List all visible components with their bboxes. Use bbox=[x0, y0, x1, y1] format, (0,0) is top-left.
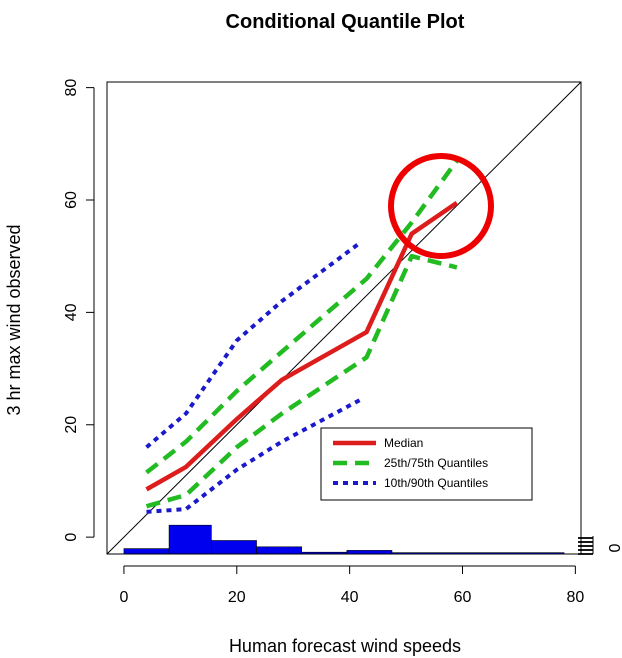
y-axis-label: 3 hr max wind observed bbox=[4, 224, 24, 415]
series-line bbox=[145, 240, 363, 449]
y-tick-label: 0 bbox=[63, 533, 80, 542]
series-line bbox=[145, 253, 458, 509]
x-tick-label: 20 bbox=[228, 589, 246, 606]
highlight-circle bbox=[388, 153, 494, 259]
right-axis-tick-label: 0 bbox=[607, 543, 622, 552]
x-tick-label: 40 bbox=[341, 589, 359, 606]
series-line bbox=[145, 200, 459, 492]
axes-group: 0 20 40 60 80 0 20 40 60 80 0 bbox=[63, 79, 622, 606]
x-tick-label: 60 bbox=[454, 589, 472, 606]
legend-label: Median bbox=[384, 436, 423, 450]
histogram-bar bbox=[346, 550, 393, 555]
legend: Median 25th/75th Quantiles 10th/90th Quant… bbox=[320, 427, 533, 501]
histogram bbox=[123, 524, 565, 555]
histogram-bar bbox=[211, 540, 257, 555]
x-axis-label: Human forecast wind speeds bbox=[229, 636, 461, 656]
y-tick-label: 40 bbox=[63, 303, 80, 321]
y-tick-label: 20 bbox=[63, 416, 80, 434]
histogram-bar bbox=[168, 524, 212, 555]
annotation-group bbox=[388, 153, 494, 259]
legend-label: 10th/90th Quantiles bbox=[384, 476, 488, 490]
y-tick-label: 60 bbox=[63, 191, 80, 209]
histogram-bar bbox=[123, 548, 170, 555]
series-group bbox=[145, 159, 459, 514]
reference-line bbox=[106, 81, 582, 555]
legend-label: 25th/75th Quantiles bbox=[384, 456, 488, 470]
reference-line-group bbox=[106, 81, 582, 555]
series-line bbox=[145, 159, 459, 475]
histogram-bar bbox=[256, 546, 302, 555]
x-tick-label: 80 bbox=[566, 589, 584, 606]
x-tick-label: 0 bbox=[119, 589, 128, 606]
series-line bbox=[146, 397, 362, 514]
plot-frame bbox=[106, 81, 582, 555]
y-tick-label: 80 bbox=[63, 79, 80, 97]
chart-title: Conditional Quantile Plot bbox=[226, 11, 465, 33]
